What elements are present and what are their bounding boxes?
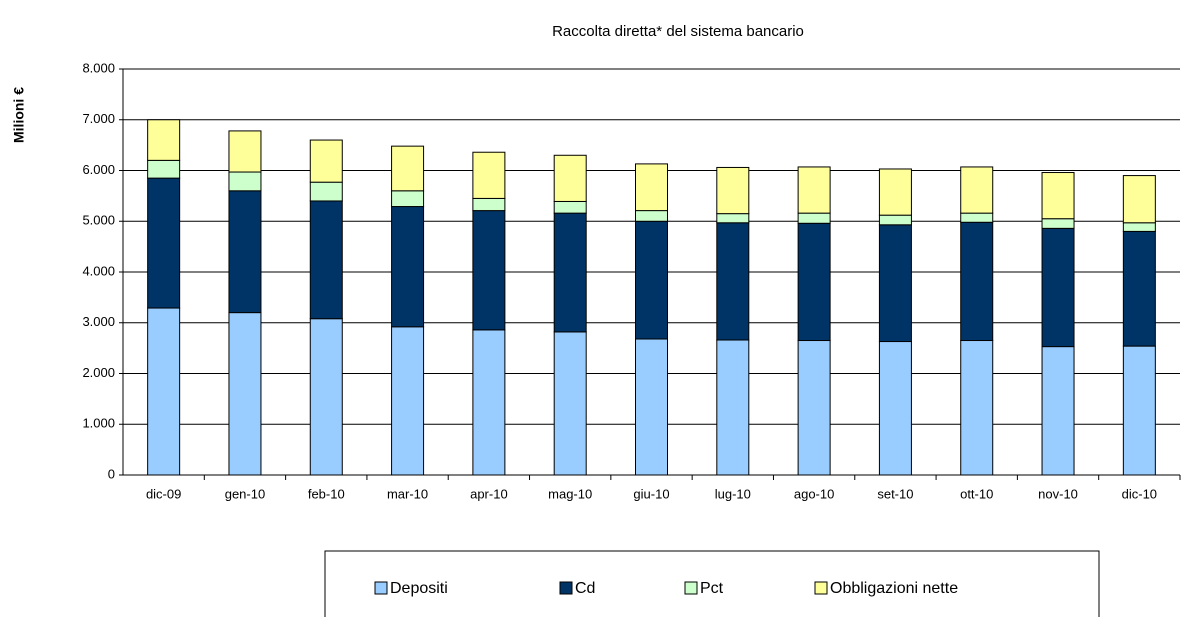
- bar-segment: [553, 200, 587, 214]
- bar-segment: [472, 151, 506, 199]
- y-tick-label: 8.000: [82, 60, 115, 75]
- bar-segment: [391, 190, 425, 208]
- bar-segment: [635, 220, 668, 340]
- x-tick-label: set-10: [877, 486, 913, 501]
- legend-label: Cd: [575, 580, 595, 597]
- bar-segment: [553, 154, 587, 202]
- bar-segment: [147, 119, 181, 161]
- bar-segment: [878, 168, 912, 216]
- x-tick-label: lug-10: [715, 486, 751, 501]
- bar-segment: [553, 212, 587, 333]
- x-tick-label: ott-10: [960, 486, 993, 501]
- bar-segment: [309, 181, 343, 202]
- bar-segment: [1041, 227, 1075, 348]
- bar-segment: [716, 222, 750, 341]
- x-tick-label: gen-10: [225, 486, 265, 501]
- y-tick-label: 4.000: [82, 263, 115, 278]
- bar-segment: [960, 212, 994, 223]
- bar-segment: [472, 210, 506, 331]
- bar-segment: [309, 139, 343, 183]
- bar-segment: [228, 312, 262, 476]
- bar-segment: [1041, 172, 1075, 220]
- bar-segment: [228, 130, 262, 173]
- legend-label: Depositi: [390, 580, 448, 597]
- bar-segment: [797, 222, 831, 342]
- y-tick-label: 6.000: [82, 162, 115, 177]
- x-tick-label: ago-10: [794, 486, 834, 501]
- bar-segment: [797, 340, 831, 476]
- x-tick-label: giu-10: [633, 486, 669, 501]
- bar-segment: [147, 177, 181, 309]
- x-tick-label: mag-10: [548, 486, 592, 501]
- bar-segment: [309, 200, 343, 320]
- bar-segment: [1041, 346, 1075, 476]
- bar-segment: [472, 197, 506, 212]
- legend-swatch: [559, 581, 573, 595]
- y-tick-label: 2.000: [82, 365, 115, 380]
- bar-segment: [1041, 218, 1075, 229]
- bar-segment: [147, 159, 181, 179]
- x-tick-label: feb-10: [308, 486, 345, 501]
- bar-segment: [147, 307, 181, 476]
- x-tick-label: dic-10: [1122, 486, 1157, 501]
- legend-box: [324, 550, 1100, 617]
- bar-segment: [797, 212, 831, 224]
- bar-segment: [309, 318, 343, 476]
- bar-segment: [228, 190, 262, 314]
- legend-swatch: [814, 581, 828, 595]
- x-tick-label: nov-10: [1038, 486, 1078, 501]
- bar-segment: [878, 341, 912, 476]
- bar-segment: [635, 338, 668, 476]
- bar-segment: [797, 166, 831, 214]
- y-tick-label: 0: [108, 466, 115, 481]
- legend-label: Pct: [700, 580, 724, 597]
- bar-segment: [391, 326, 425, 476]
- bar-segment: [472, 329, 506, 476]
- bar-segment: [960, 340, 994, 476]
- bar-segment: [1122, 175, 1156, 224]
- bar-segment: [391, 145, 425, 192]
- legend-swatch: [374, 581, 388, 595]
- bar-segment: [1122, 222, 1156, 232]
- bar-segment: [716, 213, 750, 224]
- y-tick-label: 5.000: [82, 213, 115, 228]
- y-tick-label: 1.000: [82, 416, 115, 431]
- chart-title: Raccolta diretta* del sistema bancario: [552, 23, 804, 40]
- bar-segment: [1122, 230, 1156, 347]
- legend-label: Obbligazioni nette: [830, 580, 958, 597]
- x-tick-label: dic-09: [146, 486, 181, 501]
- bar-segment: [878, 224, 912, 343]
- bar-segment: [878, 214, 912, 226]
- bar-segment: [635, 210, 668, 222]
- x-tick-label: mar-10: [387, 486, 428, 501]
- bar-segment: [391, 206, 425, 328]
- bar-segment: [635, 163, 668, 212]
- bar-segment: [960, 221, 994, 342]
- bar-segment: [716, 339, 750, 476]
- y-axis-label: Milioni €: [11, 87, 27, 143]
- bar-segment: [228, 171, 262, 192]
- y-tick-label: 3.000: [82, 314, 115, 329]
- bar-segment: [1122, 345, 1156, 476]
- legend-swatch: [684, 581, 698, 595]
- x-tick-label: apr-10: [470, 486, 508, 501]
- bar-segment: [960, 166, 994, 214]
- y-tick-label: 7.000: [82, 111, 115, 126]
- bar-segment: [716, 166, 750, 215]
- bar-segment: [553, 331, 587, 476]
